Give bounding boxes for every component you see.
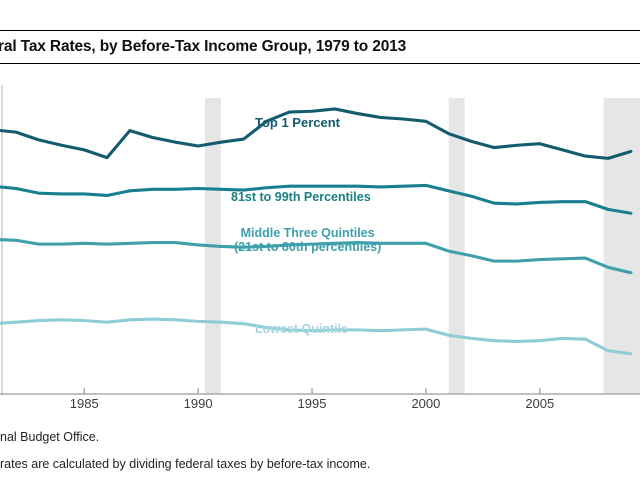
data-series-lines: [0, 107, 633, 356]
series-line-81st-to-99th-percentiles: [0, 183, 633, 215]
recession-bands: [204, 98, 640, 394]
series-label-81st-to-99th-percentiles: 81st to 99th Percentiles: [231, 190, 371, 204]
x-tick-label-1990: 1990: [183, 396, 213, 411]
series-line-lowest-quintile: [0, 317, 633, 356]
x-tick-label-2000: 2000: [411, 396, 441, 411]
series-label-middle-line2: (21st to 80th percentiles): [234, 240, 382, 254]
x-tick-label-1985: 1985: [69, 396, 99, 411]
series-label-top-1-percent: Top 1 Percent: [255, 115, 341, 130]
x-axis-ticks: [83, 388, 541, 394]
footnote-source: nal Budget Office.: [0, 430, 100, 444]
x-tick-label-1995: 1995: [297, 396, 327, 411]
chart-title-band: ral Tax Rates, by Before-Tax Income Grou…: [0, 30, 640, 64]
series-label-middle-three-quintiles: Middle Three Quintiles (21st to 80th per…: [234, 226, 381, 254]
line-chart-svg: [0, 85, 640, 395]
series-label-middle-line1: Middle Three Quintiles: [240, 226, 375, 240]
chart-plot-area: [0, 85, 640, 395]
recession-band-2: [603, 98, 640, 394]
x-axis-tick-labels: 1985 1990 1995 2000 2005: [0, 396, 640, 416]
series-line-top-1-percent: [0, 107, 633, 160]
page-title: ral Tax Rates, by Before-Tax Income Grou…: [0, 38, 407, 55]
x-tick-label-2005: 2005: [525, 396, 555, 411]
footnote-note: rates are calculated by dividing federal…: [0, 457, 371, 471]
series-label-lowest-quintile: Lowest Quintile: [255, 322, 349, 336]
series-line-middle-three-quintiles-21st-to-80th-percentiles: [0, 238, 633, 275]
recession-band-1: [448, 98, 465, 394]
